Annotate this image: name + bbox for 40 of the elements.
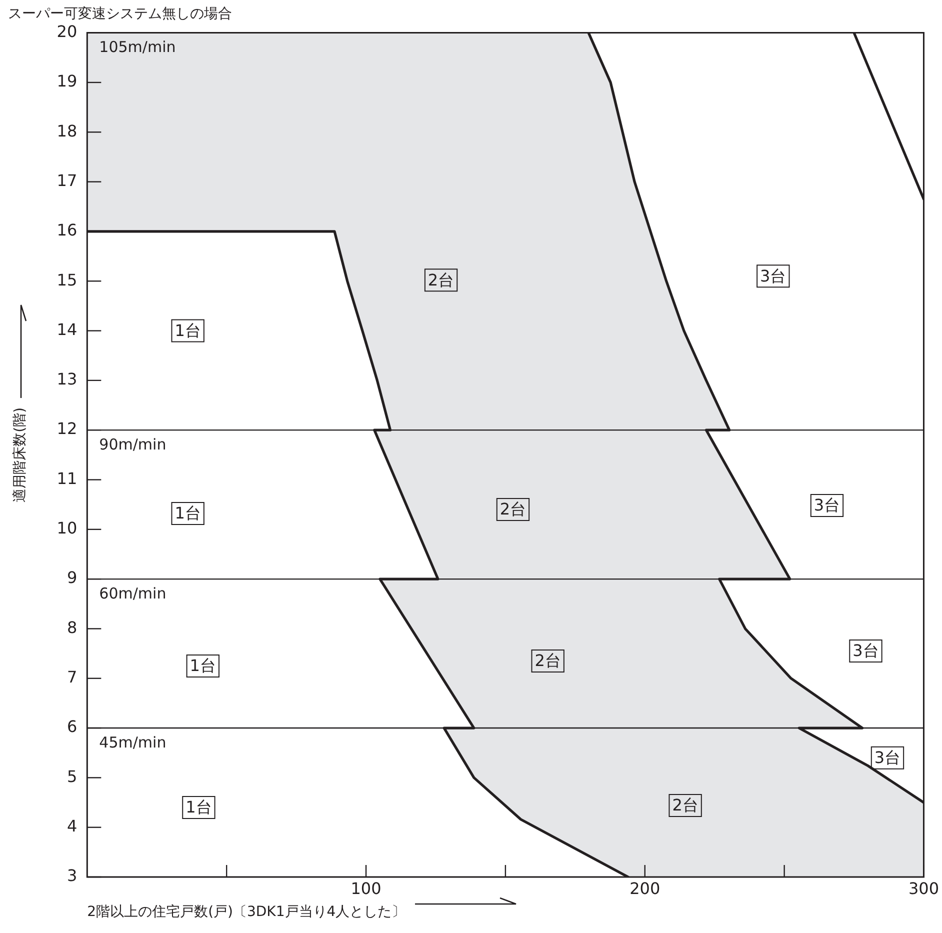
y-tick-label: 19	[56, 72, 78, 91]
annotation: 3台	[814, 496, 840, 515]
x-tick-label: 100	[350, 878, 382, 898]
ref-line-label: 90m/min	[99, 435, 166, 454]
annotation: 2台	[500, 500, 526, 519]
chart-title: スーパー可変速システム無しの場合	[8, 6, 232, 22]
y-tick-label: 15	[56, 270, 78, 290]
y-tick-label: 7	[66, 668, 78, 687]
annotation: 2台	[534, 651, 561, 670]
y-tick-label: 3	[66, 866, 78, 886]
y-tick-label: 5	[66, 766, 78, 786]
y-tick-label: 8	[66, 618, 78, 637]
x-tick-label: 300	[908, 878, 940, 898]
y-tick-label: 14	[56, 320, 78, 339]
annotation: 1台	[186, 798, 212, 817]
annotation: 105m/min	[99, 38, 176, 56]
y-tick-label: 20	[56, 22, 78, 41]
annotation: 3台	[760, 266, 786, 286]
y-axis-title: 適用階床数(階)	[12, 407, 28, 502]
annotation: 2台	[672, 796, 698, 815]
y-tick-label: 13	[56, 370, 78, 389]
y-tick-label: 17	[56, 170, 78, 190]
annotation: 1台	[190, 656, 216, 676]
y-tick-label: 10	[56, 518, 78, 538]
x-tick-label: 200	[630, 878, 660, 898]
ref-line-label: 60m/min	[99, 584, 166, 602]
ref-line-label: 45m/min	[99, 733, 166, 752]
y-tick-label: 9	[66, 568, 78, 588]
annotation: 3台	[874, 748, 901, 767]
y-tick-label: 6	[66, 717, 78, 736]
annotation: 3台	[852, 641, 879, 660]
annotation: 2台	[428, 270, 454, 290]
annotation: 1台	[174, 320, 201, 340]
annotation: 1台	[174, 504, 201, 523]
y-tick-label: 18	[56, 121, 78, 140]
y-tick-label: 16	[56, 220, 78, 240]
y-tick-label: 11	[56, 468, 78, 488]
y-tick-label: 12	[56, 419, 78, 438]
x-axis-title: 2階以上の住宅戸数(戸)〔3DK1戸当り4人とした〕	[87, 904, 406, 920]
y-tick-label: 4	[66, 816, 78, 836]
